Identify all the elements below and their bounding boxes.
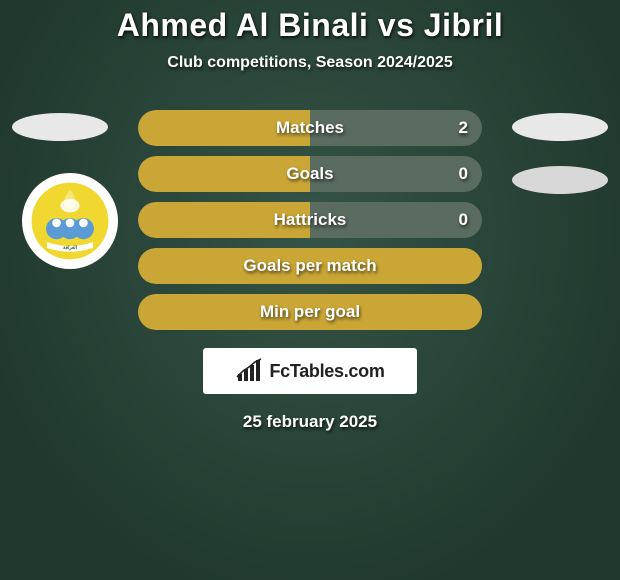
stat-row-hattricks: Hattricks 0 (138, 202, 482, 238)
stat-rows: Matches 2 Goals 0 Hattricks 0 (138, 110, 482, 330)
player-photo-placeholder-right-1 (512, 113, 608, 141)
stat-fill-left (138, 156, 310, 192)
club-badge: الغرافة (22, 173, 118, 269)
stat-value-right: 0 (459, 164, 468, 184)
stat-label: Matches (276, 118, 344, 138)
svg-text:الغرافة: الغرافة (63, 245, 78, 251)
page-title: Ahmed Al Binali vs Jibril (0, 7, 620, 44)
stat-row-matches: Matches 2 (138, 110, 482, 146)
stat-row-goals-per-match: Goals per match (138, 248, 482, 284)
stat-value-right: 2 (459, 118, 468, 138)
stat-fill-right (310, 156, 482, 192)
stat-label: Min per goal (260, 302, 360, 322)
subtitle: Club competitions, Season 2024/2025 (0, 54, 620, 72)
fctables-logo-text: FcTables.com (269, 361, 384, 382)
stat-value-right: 0 (459, 210, 468, 230)
stat-label: Hattricks (274, 210, 347, 230)
club-badge-icon: الغرافة (22, 173, 118, 269)
stat-row-goals: Goals 0 (138, 156, 482, 192)
fctables-logo: FcTables.com (203, 348, 417, 394)
player-photo-placeholder-right-2 (512, 166, 608, 194)
bar-chart-icon (235, 358, 265, 384)
stat-label: Goals per match (243, 256, 376, 276)
date-label: 25 february 2025 (0, 412, 620, 432)
main-container: Ahmed Al Binali vs Jibril Club competiti… (0, 0, 620, 580)
stats-area: الغرافة Matches 2 Goals 0 (0, 110, 620, 432)
stat-row-min-per-goal: Min per goal (138, 294, 482, 330)
stat-label: Goals (286, 164, 333, 184)
player-photo-placeholder-left (12, 113, 108, 141)
